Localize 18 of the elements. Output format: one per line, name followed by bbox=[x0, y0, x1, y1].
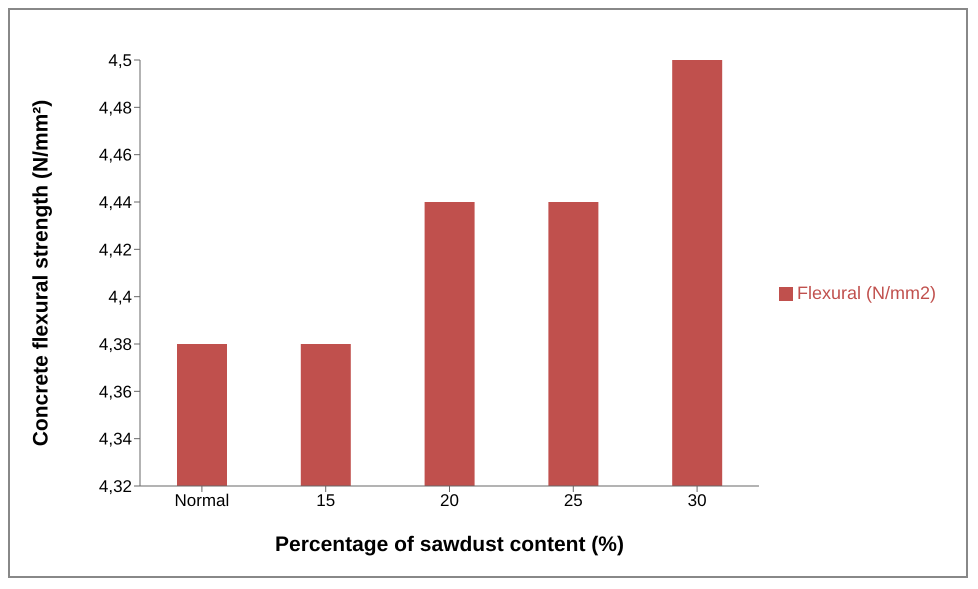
y-tick-label: 4,46 bbox=[98, 146, 132, 165]
y-tick-label: 4,42 bbox=[98, 240, 132, 260]
x-tick-label: 15 bbox=[316, 491, 336, 510]
x-tick-label: Normal bbox=[174, 491, 230, 510]
y-tick-label: 4,38 bbox=[98, 335, 132, 354]
x-axis-title: Percentage of sawdust content (%) bbox=[275, 533, 624, 556]
y-tick-label: 4,36 bbox=[98, 382, 132, 402]
y-tick-label: 4,4 bbox=[108, 288, 132, 307]
legend-label: Flexural (N/mm2) bbox=[796, 282, 936, 302]
x-tick-label: 25 bbox=[564, 491, 583, 510]
y-tick-label: 4,48 bbox=[98, 98, 132, 118]
x-tick-label: 20 bbox=[440, 491, 459, 510]
y-axis-title: Concrete flexural strength (N/mm²) bbox=[29, 100, 52, 446]
y-tick-label: 4,34 bbox=[98, 430, 132, 449]
x-tick-label: 30 bbox=[688, 491, 707, 510]
y-tick-label: 4,32 bbox=[98, 477, 132, 496]
y-tick-label: 4,5 bbox=[108, 51, 132, 70]
y-tick-label: 4,44 bbox=[98, 193, 132, 212]
